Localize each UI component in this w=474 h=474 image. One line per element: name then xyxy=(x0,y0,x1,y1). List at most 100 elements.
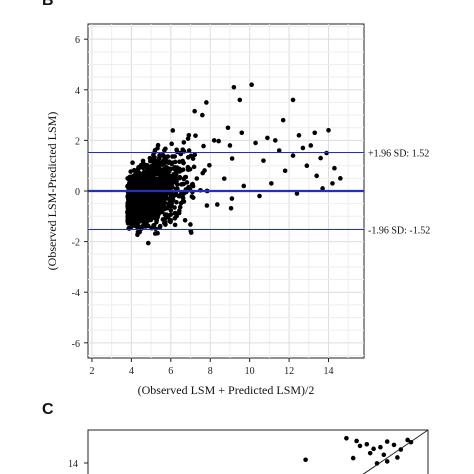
data-point xyxy=(145,170,150,175)
data-point xyxy=(180,195,186,200)
data-point xyxy=(137,229,142,235)
data-point xyxy=(152,212,158,217)
data-point xyxy=(157,199,162,204)
data-point xyxy=(142,164,148,170)
data-point xyxy=(290,97,296,103)
panel-c-y-tick-label: 14 xyxy=(68,459,78,470)
data-point xyxy=(157,177,163,182)
data-point xyxy=(158,173,163,178)
data-point xyxy=(172,222,178,228)
data-point xyxy=(178,200,184,206)
data-point xyxy=(193,133,198,138)
panel-c-letter: C xyxy=(42,401,54,418)
data-point xyxy=(282,168,288,174)
data-point xyxy=(142,181,148,187)
data-point xyxy=(395,455,400,460)
reference-label-lower: -1.96 SD: -1.52 xyxy=(368,225,430,236)
data-point xyxy=(126,209,132,215)
data-point xyxy=(354,438,359,444)
y-tick-label: 4 xyxy=(75,86,80,97)
panel-b-points xyxy=(125,82,343,246)
data-point xyxy=(134,223,140,228)
y-tick-label: -2 xyxy=(72,238,80,249)
data-point xyxy=(172,154,178,159)
data-point xyxy=(177,204,183,210)
data-point xyxy=(405,437,410,443)
data-point xyxy=(168,212,174,217)
data-point xyxy=(200,112,205,118)
data-point xyxy=(211,138,217,143)
data-point xyxy=(308,143,314,148)
data-point xyxy=(318,155,323,161)
data-point xyxy=(162,169,168,175)
panel-b-y-ticks: -6 -4 -2 0 2 4 6 xyxy=(72,35,88,350)
data-point xyxy=(265,135,270,141)
data-point xyxy=(225,125,231,131)
data-point xyxy=(280,117,286,123)
data-point xyxy=(378,444,383,450)
data-point xyxy=(227,143,233,148)
data-point xyxy=(162,212,168,217)
data-point xyxy=(290,153,296,158)
y-tick-label: -4 xyxy=(72,288,80,299)
data-point xyxy=(135,167,141,172)
data-point xyxy=(143,185,148,191)
data-point xyxy=(161,158,167,163)
data-point xyxy=(181,160,186,166)
data-point xyxy=(332,165,337,171)
data-point xyxy=(133,218,139,224)
data-point xyxy=(204,100,209,105)
data-point xyxy=(160,206,166,211)
data-point xyxy=(381,452,387,458)
data-point xyxy=(296,133,302,138)
data-point xyxy=(172,211,177,216)
data-point xyxy=(188,222,193,227)
data-point xyxy=(155,168,161,174)
data-point xyxy=(145,240,151,246)
data-point xyxy=(169,141,174,147)
data-point xyxy=(125,176,130,181)
data-point xyxy=(391,442,397,448)
data-point xyxy=(131,183,136,189)
data-point xyxy=(167,218,172,224)
data-point xyxy=(130,160,135,166)
data-point xyxy=(228,205,234,211)
panel-c-plot: 14 xyxy=(68,429,429,474)
data-point xyxy=(371,446,376,452)
data-point xyxy=(163,192,169,198)
data-point xyxy=(168,192,173,198)
data-point xyxy=(140,223,146,229)
data-point xyxy=(215,202,220,207)
data-point xyxy=(141,199,146,205)
data-point xyxy=(128,169,134,174)
data-point xyxy=(153,191,159,197)
data-point xyxy=(276,148,282,153)
data-point xyxy=(237,97,243,103)
data-point xyxy=(137,180,142,185)
data-point xyxy=(191,164,197,170)
data-point xyxy=(147,207,152,213)
x-tick-label: 8 xyxy=(208,366,213,377)
data-point xyxy=(125,219,130,224)
data-point xyxy=(157,223,163,229)
data-point xyxy=(357,443,363,449)
data-point xyxy=(167,166,173,172)
x-tick-label: 10 xyxy=(245,366,255,377)
data-point xyxy=(144,221,149,227)
data-point xyxy=(186,148,192,153)
data-point xyxy=(294,191,300,196)
data-point xyxy=(163,215,168,221)
data-point xyxy=(153,226,158,232)
reference-label-upper: +1.96 SD: 1.52 xyxy=(368,149,429,160)
data-point xyxy=(146,203,152,209)
data-point xyxy=(303,457,308,463)
data-point xyxy=(172,159,178,165)
data-point xyxy=(229,196,235,201)
data-point xyxy=(204,203,210,208)
data-point xyxy=(150,195,156,201)
data-point xyxy=(150,158,156,164)
data-point xyxy=(141,207,146,213)
data-point xyxy=(194,176,200,181)
data-point xyxy=(182,175,188,180)
